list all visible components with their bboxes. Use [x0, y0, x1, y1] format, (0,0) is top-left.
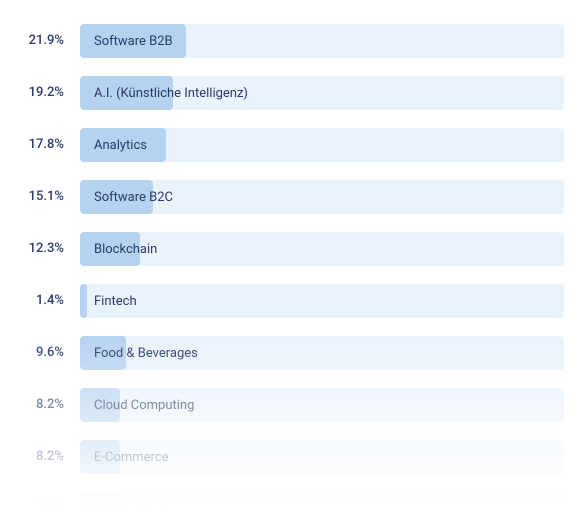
bar-label: Food & Beverages [94, 336, 198, 370]
bar-label: A.I. (Künstliche Intelligenz) [94, 76, 248, 110]
bar-pct: 15.1% [0, 180, 80, 214]
bar-pct: 17.8% [0, 128, 80, 162]
bar-pct: 19.2% [0, 76, 80, 110]
bar-track: Analytics [80, 128, 564, 162]
bar-row: 9.6% Food & Beverages [0, 336, 564, 370]
bar-label: Analytics [94, 128, 147, 162]
bar-fill [80, 284, 87, 318]
bar-track: E-Commerce [80, 440, 564, 474]
bar-row: 8.2% E-Commerce [0, 440, 564, 474]
bar-label: Blockchain [94, 232, 157, 266]
bar-track: Food & Beverages [80, 336, 564, 370]
bar-row: 17.8% Analytics [0, 128, 564, 162]
bar-row: 19.2% A.I. (Künstliche Intelligenz) [0, 76, 564, 110]
bar-track: Fintech [80, 284, 564, 318]
bar-track: Cloud Computing [80, 388, 564, 422]
bar-label: Fintech [94, 284, 137, 318]
bar-row: 15.1% Software B2C [0, 180, 564, 214]
bar-row: 21.9% Software B2B [0, 24, 564, 58]
category-bar-chart: 21.9% Software B2B 19.2% A.I. (Künstlich… [0, 0, 584, 526]
bar-pct: 8.2% [0, 440, 80, 474]
bar-pct: 12.3% [0, 232, 80, 266]
bar-label: E-Commerce [94, 440, 169, 474]
bar-row: 1.4% Fintech [0, 284, 564, 318]
bar-row: 8.2% Cloud Computing [0, 388, 564, 422]
bar-pct: 8.2% [0, 388, 80, 422]
bar-track: Software B2B [80, 24, 564, 58]
bar-pct: 1.4% [0, 284, 80, 318]
bar-label: Cloud Computing [94, 388, 194, 422]
bar-track: Software B2C [80, 180, 564, 214]
bar-pct: 21.9% [0, 24, 80, 58]
bar-track: Blockchain [80, 232, 564, 266]
bar-label: Software B2C [94, 180, 173, 214]
bar-label: Software B2B [94, 24, 173, 58]
bar-track: A.I. (Künstliche Intelligenz) [80, 76, 564, 110]
bar-row: 12.3% Blockchain [0, 232, 564, 266]
bar-pct: 9.6% [0, 336, 80, 370]
